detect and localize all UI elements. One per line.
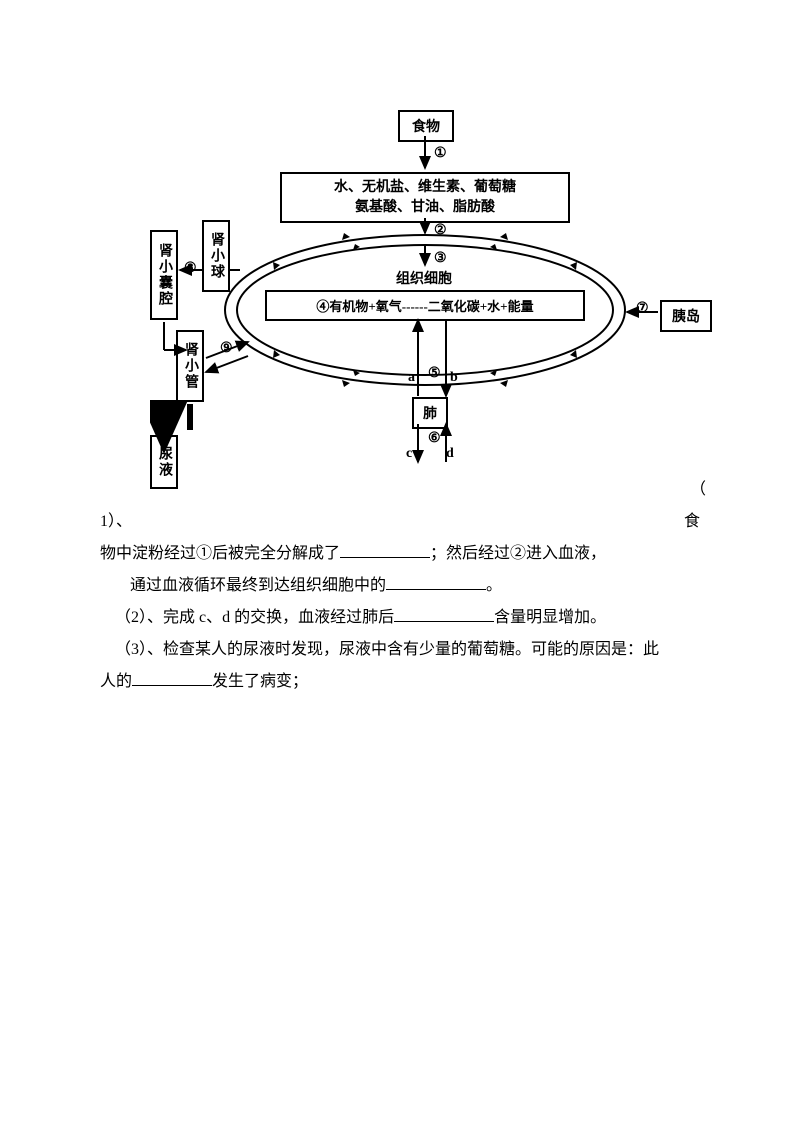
box-reaction: ④有机物+氧气------二氧化碳+水+能量 [265,290,585,321]
label-7: ⑦ [636,300,649,317]
q1-text-d: 。 [486,577,502,594]
q2-text-b: 含量明显增加。 [494,609,606,626]
q1-tail: 食 [684,506,700,538]
blank-3 [394,605,494,622]
q1-num: 1）、 食 [100,506,700,538]
label-2: ② [434,222,447,239]
q1-number: 1）、 [100,513,132,530]
q3-text-a: 人的 [100,673,132,690]
q3-line: （3）、检查某人的尿液时发现，尿液中含有少量的葡萄糖。可能的原因是：此 [115,634,690,666]
box-lung: 肺 [412,397,448,429]
label-9: ⑨ [220,340,233,357]
q1-text-c: 通过血液循环最终到达组织细胞中的 [130,577,386,594]
label-8: ⑧ [184,260,197,277]
box-nutrients: 水、无机盐、维生素、葡萄糖 氨基酸、甘油、脂肪酸 [280,172,570,223]
label-5: ⑤ [428,365,441,382]
blank-2 [386,573,486,590]
q1-text-b: ；然后经过②进入血液， [430,545,606,562]
q2-line: （2）、完成 c、d 的交换，血液经过肺后 含量明显增加。 [115,602,690,634]
q1-line2: 物中淀粉经过①后被完全分解成了 ；然后经过②进入血液， [100,538,690,570]
label-3: ③ [434,250,447,267]
box-pancreas: 胰岛 [660,300,712,332]
blank-1 [340,541,430,558]
box-tubule: 肾小管 [176,330,204,402]
box-urine: 尿液 [150,435,178,489]
label-c: c [406,446,412,462]
box-glomerulus: 肾小球 [202,220,230,292]
label-d: d [446,446,454,462]
paren-open: （ [690,474,800,506]
q3-text-b: 发生了病变； [212,673,308,690]
blank-4 [132,669,212,686]
box-capsule: 肾小囊腔 [150,230,178,320]
q3-line2: 人的 发生了病变； [100,666,400,698]
box-food: 食物 [398,110,454,142]
q1-line3: 通过血液循环最终到达组织细胞中的 。 [130,570,690,602]
q1-text-a: 物中淀粉经过①后被完全分解成了 [100,545,340,562]
label-6: ⑥ [428,430,441,447]
diagram-container: 食物 水、无机盐、维生素、葡萄糖 氨基酸、甘油、脂肪酸 组织细胞 ④有机物+氧气… [150,110,720,470]
label-a: a [408,370,415,386]
label-1: ① [434,145,447,162]
q2-text-a: （2）、完成 c、d 的交换，血液经过肺后 [115,609,394,626]
label-tissue: 组织细胞 [396,268,452,288]
label-b: b [450,370,458,386]
